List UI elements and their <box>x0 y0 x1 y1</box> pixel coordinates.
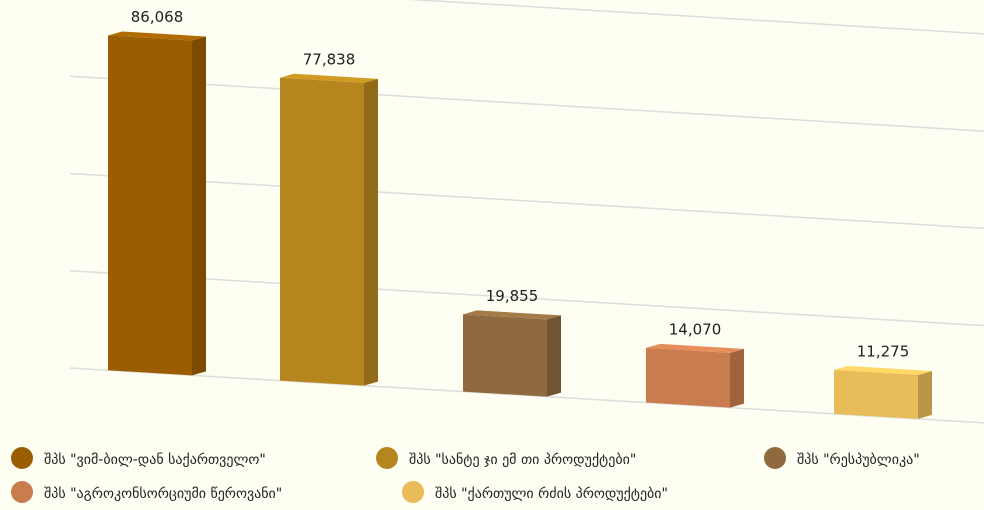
data-label: 77,838 <box>303 50 356 68</box>
bar <box>280 77 364 386</box>
legend-label: შპს "სანტე ჯი ემ თი პროდუქტები" <box>409 451 636 468</box>
bar-side <box>547 315 561 397</box>
grid-line <box>69 172 984 230</box>
legend-label: შპს "ქართული რძის პროდუქტები" <box>435 485 668 502</box>
bar-top <box>834 365 932 376</box>
bar <box>108 35 192 376</box>
data-label: 11,275 <box>857 342 910 360</box>
legend-swatch <box>11 447 33 469</box>
legend-label: შპს "ვიმ-ბილ-დან საქართველო" <box>44 451 266 468</box>
bar-top <box>463 310 561 320</box>
grid-line <box>407 0 984 35</box>
bar <box>463 314 547 397</box>
bar-side <box>730 348 744 408</box>
data-label: 86,068 <box>131 8 184 26</box>
data-label: 19,855 <box>486 287 539 305</box>
bar-side <box>364 78 378 386</box>
legend-swatch <box>11 481 33 503</box>
bar <box>646 347 730 408</box>
legend-swatch <box>376 447 398 469</box>
legend-swatch <box>764 447 786 469</box>
legend-swatch <box>402 481 424 503</box>
bar-side <box>192 36 206 376</box>
bar <box>834 369 918 419</box>
grid-line <box>69 270 984 327</box>
grid-line <box>69 75 984 132</box>
bar-side <box>918 371 932 419</box>
data-label: 14,070 <box>669 320 722 338</box>
legend-label: შპს "რესპუბლიკა" <box>797 451 920 468</box>
bar-top <box>108 31 206 41</box>
bar-top <box>280 73 378 83</box>
legend-label: შპს "აგროკონსორციუმი წეროვანი" <box>44 485 282 502</box>
bar-top <box>646 343 744 353</box>
